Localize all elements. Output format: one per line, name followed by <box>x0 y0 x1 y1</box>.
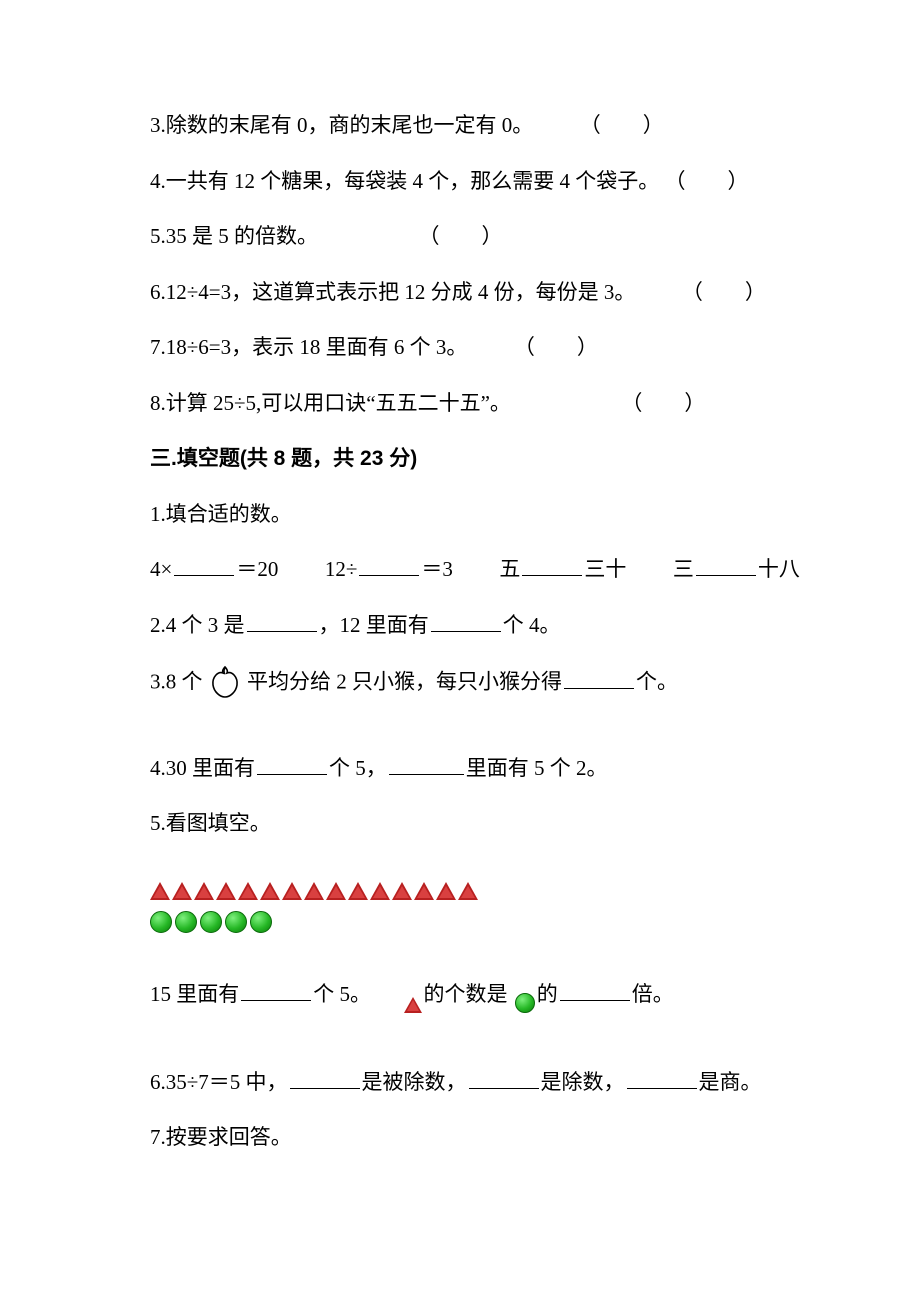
judge-q7-text: 7.18÷6=3，表示 18 里面有 6 个 3。 <box>150 335 467 359</box>
fill-q1-exprs: 4× ＝20 12÷ ＝3 五 三十 三 十八 <box>150 554 920 586</box>
triangle-icon <box>458 882 478 900</box>
blank[interactable] <box>290 1067 360 1089</box>
triangle-icon <box>304 882 324 900</box>
triangle-icon <box>238 882 258 900</box>
circle-icon <box>200 911 222 933</box>
circle-icon <box>225 911 247 933</box>
triangle-icon <box>216 882 236 900</box>
fill-q2: 2.4 个 3 是 ，12 里面有 个 4。 <box>150 610 920 642</box>
judge-q6-text: 6.12÷4=3，这道算式表示把 12 分成 4 份，每份是 3。 <box>150 280 635 304</box>
fill-q1-lead: 1.填合适的数。 <box>150 499 920 531</box>
triangle-icon <box>392 882 412 900</box>
blank[interactable] <box>564 667 634 689</box>
q5s2a: 的个数是 <box>424 982 508 1006</box>
fill-q3: 3.8 个 平均分给 2 只小猴，每只小猴分得 个。 <box>150 665 920 703</box>
judge-q4: 4.一共有 12 个糖果，每袋装 4 个，那么需要 4 个袋子。 （） <box>150 166 920 198</box>
triangle-icon <box>404 997 422 1013</box>
triangle-icon <box>172 882 192 900</box>
judge-q8: 8.计算 25÷5,可以用口诀“五五二十五”。 （） <box>150 388 920 420</box>
q2c: 个 4。 <box>503 613 561 637</box>
triangle-icon <box>436 882 456 900</box>
triangle-icon <box>194 882 214 900</box>
q1c-post: 三十 <box>584 557 626 581</box>
paren: （） <box>580 110 664 142</box>
q6a: 6.35÷7＝5 中， <box>150 1070 288 1094</box>
q5s1a: 15 里面有 <box>150 982 239 1006</box>
q3a: 3.8 个 <box>150 670 203 694</box>
paren: （） <box>419 221 503 253</box>
q3b: 平均分给 2 只小猴，每只小猴分得 <box>247 670 562 694</box>
triangle-row <box>150 882 920 904</box>
paren: （） <box>665 166 749 198</box>
q1a-pre: 4× <box>150 557 172 581</box>
judge-q6: 6.12÷4=3，这道算式表示把 12 分成 4 份，每份是 3。 （） <box>150 277 920 309</box>
judge-q3-text: 3.除数的末尾有 0，商的末尾也一定有 0。 <box>150 113 533 137</box>
q5s2b: 的 <box>537 982 558 1006</box>
blank[interactable] <box>627 1067 697 1089</box>
paren: （） <box>682 277 766 309</box>
q1d-pre: 三 <box>673 557 694 581</box>
judge-q4-text: 4.一共有 12 个糖果，每袋装 4 个，那么需要 4 个袋子。 <box>150 169 659 193</box>
q3c: 个。 <box>636 670 678 694</box>
q1d-post: 十八 <box>758 557 800 581</box>
q1c-pre: 五 <box>499 557 520 581</box>
fill-q5-lead: 5.看图填空。 <box>150 808 920 840</box>
blank[interactable] <box>696 554 756 576</box>
blank[interactable] <box>389 753 464 775</box>
q6c: 是除数， <box>541 1070 625 1094</box>
judge-q8-text: 8.计算 25÷5,可以用口诀“五五二十五”。 <box>150 391 511 415</box>
circle-row <box>150 910 920 933</box>
judge-q3: 3.除数的末尾有 0，商的末尾也一定有 0。 （） <box>150 110 920 142</box>
circle-icon <box>250 911 272 933</box>
q4a: 4.30 里面有 <box>150 756 255 780</box>
shape-figure <box>150 882 920 933</box>
q6d: 是商。 <box>699 1070 762 1094</box>
q4c: 里面有 5 个 2。 <box>466 756 608 780</box>
paren: （） <box>621 388 705 420</box>
fill-q4: 4.30 里面有 个 5， 里面有 5 个 2。 <box>150 753 920 785</box>
judge-q7: 7.18÷6=3，表示 18 里面有 6 个 3。 （） <box>150 332 920 364</box>
judge-q5: 5.35 是 5 的倍数。 （） <box>150 221 920 253</box>
circle-icon <box>175 911 197 933</box>
q2a: 2.4 个 3 是 <box>150 613 245 637</box>
fill-q6: 6.35÷7＝5 中， 是被除数， 是除数， 是商。 <box>150 1067 920 1099</box>
blank[interactable] <box>241 979 311 1001</box>
triangle-icon <box>414 882 434 900</box>
circle-icon <box>515 993 535 1013</box>
triangle-icon <box>348 882 368 900</box>
blank[interactable] <box>431 610 501 632</box>
fill-q5-sentence: 15 里面有 个 5。 的个数是 的 倍。 <box>150 979 920 1013</box>
q1a-post: ＝20 <box>236 557 278 581</box>
blank[interactable] <box>247 610 317 632</box>
judge-q5-text: 5.35 是 5 的倍数。 <box>150 224 318 248</box>
blank[interactable] <box>560 979 630 1001</box>
circle-icon <box>150 911 172 933</box>
q4b: 个 5， <box>329 756 387 780</box>
triangle-icon <box>326 882 346 900</box>
peach-icon <box>210 665 240 709</box>
triangle-icon <box>150 882 170 900</box>
q1b-post: ＝3 <box>421 557 453 581</box>
blank[interactable] <box>257 753 327 775</box>
q6b: 是被除数， <box>362 1070 467 1094</box>
q1b-pre: 12÷ <box>325 557 358 581</box>
q5s2c: 倍。 <box>632 982 674 1006</box>
triangle-icon <box>282 882 302 900</box>
paren: （） <box>514 332 598 364</box>
section3-heading: 三.填空题(共 8 题，共 23 分) <box>150 443 920 475</box>
blank[interactable] <box>469 1067 539 1089</box>
triangle-icon <box>370 882 390 900</box>
blank[interactable] <box>174 554 234 576</box>
triangle-icon <box>260 882 280 900</box>
blank[interactable] <box>522 554 582 576</box>
q5s1b: 个 5。 <box>313 982 371 1006</box>
blank[interactable] <box>359 554 419 576</box>
q2b: ，12 里面有 <box>319 613 429 637</box>
fill-q7: 7.按要求回答。 <box>150 1122 920 1154</box>
